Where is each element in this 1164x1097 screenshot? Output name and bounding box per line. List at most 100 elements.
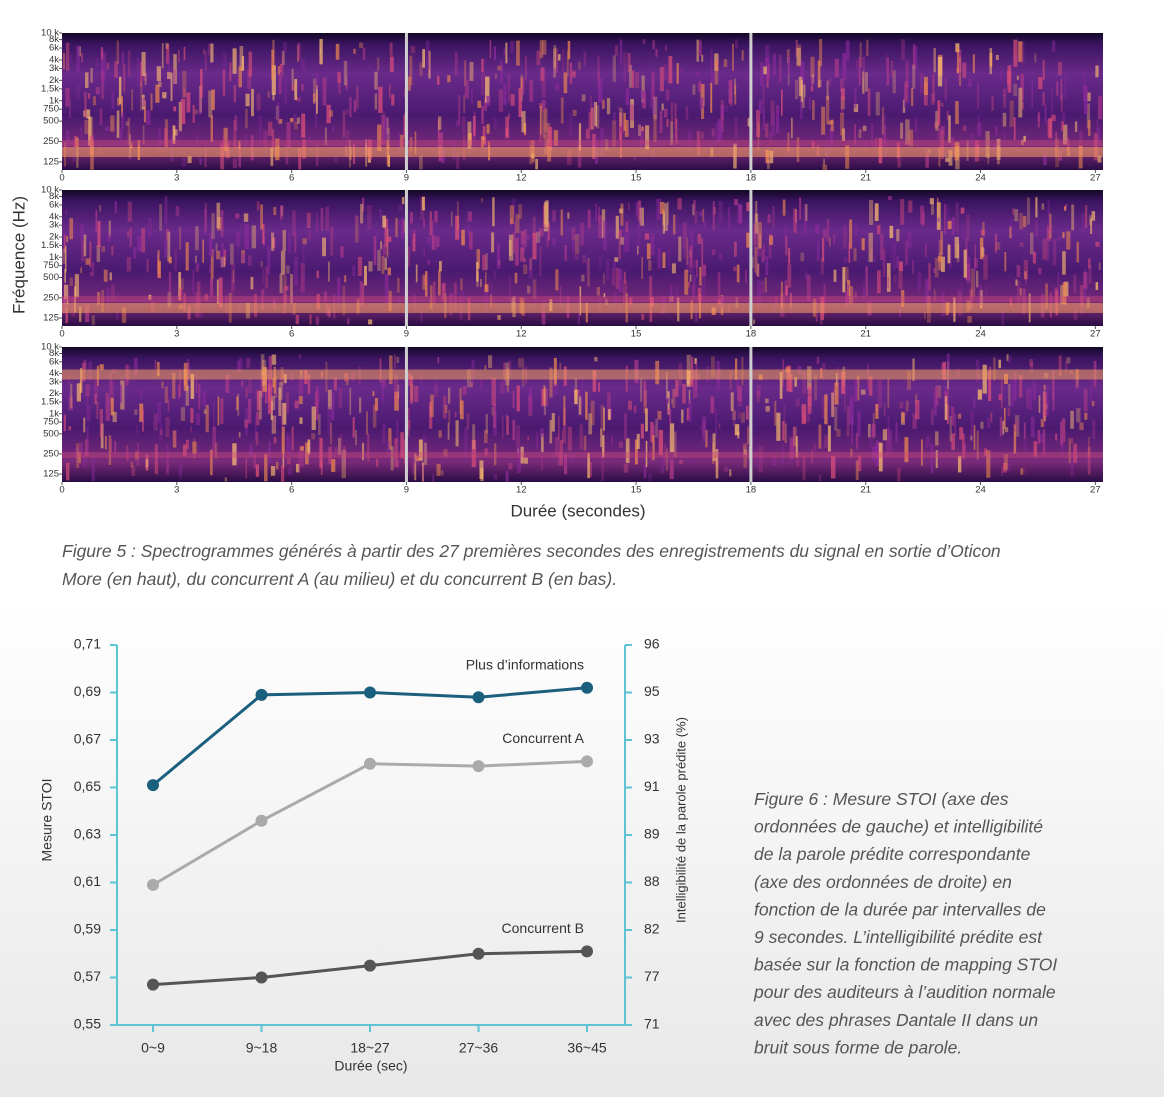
- spectrogram-texture: [717, 299, 722, 305]
- spectrogram-texture: [515, 214, 520, 234]
- spectrogram-texture: [933, 48, 936, 73]
- y-tick-label: 1.5k: [41, 83, 59, 94]
- spectrogram-texture: [765, 256, 769, 276]
- spectrogram-texture: [613, 111, 616, 125]
- spectrogram-texture: [826, 218, 830, 242]
- spectrogram-texture: [642, 91, 646, 109]
- spectrogram-texture: [590, 400, 595, 426]
- spectrogram-texture: [75, 137, 79, 148]
- spectrogram-texture: [426, 236, 431, 244]
- spectrogram-texture: [431, 235, 436, 251]
- spectrogram-texture: [281, 403, 287, 425]
- spectrogram-texture: [397, 459, 400, 468]
- spectrogram-band: [62, 140, 1103, 146]
- spectrogram-texture: [380, 241, 383, 250]
- spectrogram-texture: [83, 234, 87, 257]
- spectrogram-texture: [657, 247, 661, 269]
- spectrogram-texture: [202, 49, 205, 55]
- spectrogram-texture: [729, 370, 733, 390]
- spectrogram-texture: [768, 233, 772, 259]
- spectrogram-texture: [118, 76, 122, 105]
- spectrogram-texture: [244, 223, 249, 249]
- spectrogram-texture: [192, 441, 197, 454]
- spectrogram-texture: [462, 385, 467, 395]
- spectrogram-texture: [613, 261, 616, 270]
- spectrogram-texture: [1001, 309, 1005, 326]
- spectrogram-texture: [711, 128, 715, 137]
- spectrogram-texture: [349, 97, 352, 118]
- spectrogram-texture: [710, 73, 714, 84]
- spectrogram-texture: [598, 256, 602, 270]
- spectrogram-texture: [564, 244, 567, 261]
- spectrogram-texture: [553, 48, 557, 78]
- spectrogram-texture: [571, 227, 576, 241]
- spectrogram-texture: [848, 242, 851, 263]
- spectrogram-texture: [780, 89, 783, 116]
- spectrogram-texture: [794, 377, 798, 387]
- spectrogram-texture: [248, 377, 252, 394]
- spectrogram-texture: [126, 256, 131, 272]
- spectrogram-texture: [625, 229, 630, 252]
- spectrogram-texture: [179, 288, 182, 301]
- spectrogram-texture: [144, 73, 147, 86]
- spectrogram-texture: [812, 100, 815, 121]
- spectrogram-texture: [522, 77, 525, 95]
- spectrogram-texture: [956, 288, 961, 295]
- spectrogram-texture: [398, 204, 403, 211]
- spectrogram-texture: [278, 66, 282, 95]
- spectrogram-texture: [212, 426, 217, 454]
- spectrogram-texture: [795, 398, 800, 407]
- spectrogram-texture: [268, 441, 272, 463]
- spectrogram-texture: [663, 108, 668, 118]
- spectrogram-texture: [854, 124, 856, 145]
- spectrogram-texture: [481, 105, 484, 124]
- spectrogram-texture: [554, 384, 558, 396]
- spectrogram-texture: [437, 357, 440, 364]
- spectrogram-texture: [334, 447, 338, 454]
- spectrogram-texture: [389, 42, 393, 56]
- spectrogram-texture: [828, 77, 832, 86]
- spectrogram-texture: [639, 125, 642, 154]
- spectrogram-texture: [795, 436, 798, 458]
- y-tick-label: 1k: [49, 408, 59, 419]
- spectrogram-texture: [1019, 288, 1022, 296]
- spectrogram-texture: [343, 446, 346, 453]
- spectrogram-texture: [208, 90, 213, 118]
- spectrogram-texture: [663, 64, 667, 81]
- spectrogram-texture: [159, 203, 163, 231]
- spectrogram-texture: [301, 113, 306, 138]
- spectrogram-texture: [185, 242, 189, 271]
- spectrogram-texture: [579, 424, 584, 450]
- spectrogram-texture: [345, 130, 350, 158]
- spectrogram-texture: [886, 57, 890, 86]
- spectrogram-texture: [858, 129, 862, 139]
- spectrogram-texture: [969, 133, 975, 153]
- spectrogram-texture: [527, 285, 531, 294]
- spectrogram-texture: [940, 256, 945, 272]
- spectrogram-texture: [900, 122, 904, 139]
- spectrogram-texture: [769, 150, 774, 164]
- spectrogram-texture: [714, 53, 719, 71]
- spectrogram-texture: [1083, 272, 1088, 289]
- spectrogram-texture: [76, 443, 80, 468]
- spectrogram-texture: [526, 235, 531, 240]
- spectrogram-texture: [290, 273, 293, 304]
- spectrogram-texture: [1006, 463, 1011, 472]
- spectrogram-texture: [83, 92, 86, 97]
- spectrogram-texture: [681, 409, 684, 424]
- spectrogram-texture: [69, 99, 71, 119]
- spectrogram-texture: [172, 430, 177, 448]
- spectrogram-texture: [281, 55, 284, 77]
- spectrogram-texture: [1092, 419, 1096, 439]
- spectrogram-texture: [764, 277, 767, 293]
- spectrogram-texture: [327, 308, 331, 318]
- spectrogram-texture: [460, 291, 465, 315]
- spectrogram-texture: [438, 261, 442, 272]
- spectrogram-texture: [256, 201, 260, 211]
- spectrogram-texture: [821, 106, 826, 135]
- spectrogram-texture: [897, 147, 901, 168]
- spectrogram-texture: [331, 459, 336, 472]
- spectrogram-texture: [233, 120, 237, 149]
- spectrogram-texture: [920, 205, 925, 225]
